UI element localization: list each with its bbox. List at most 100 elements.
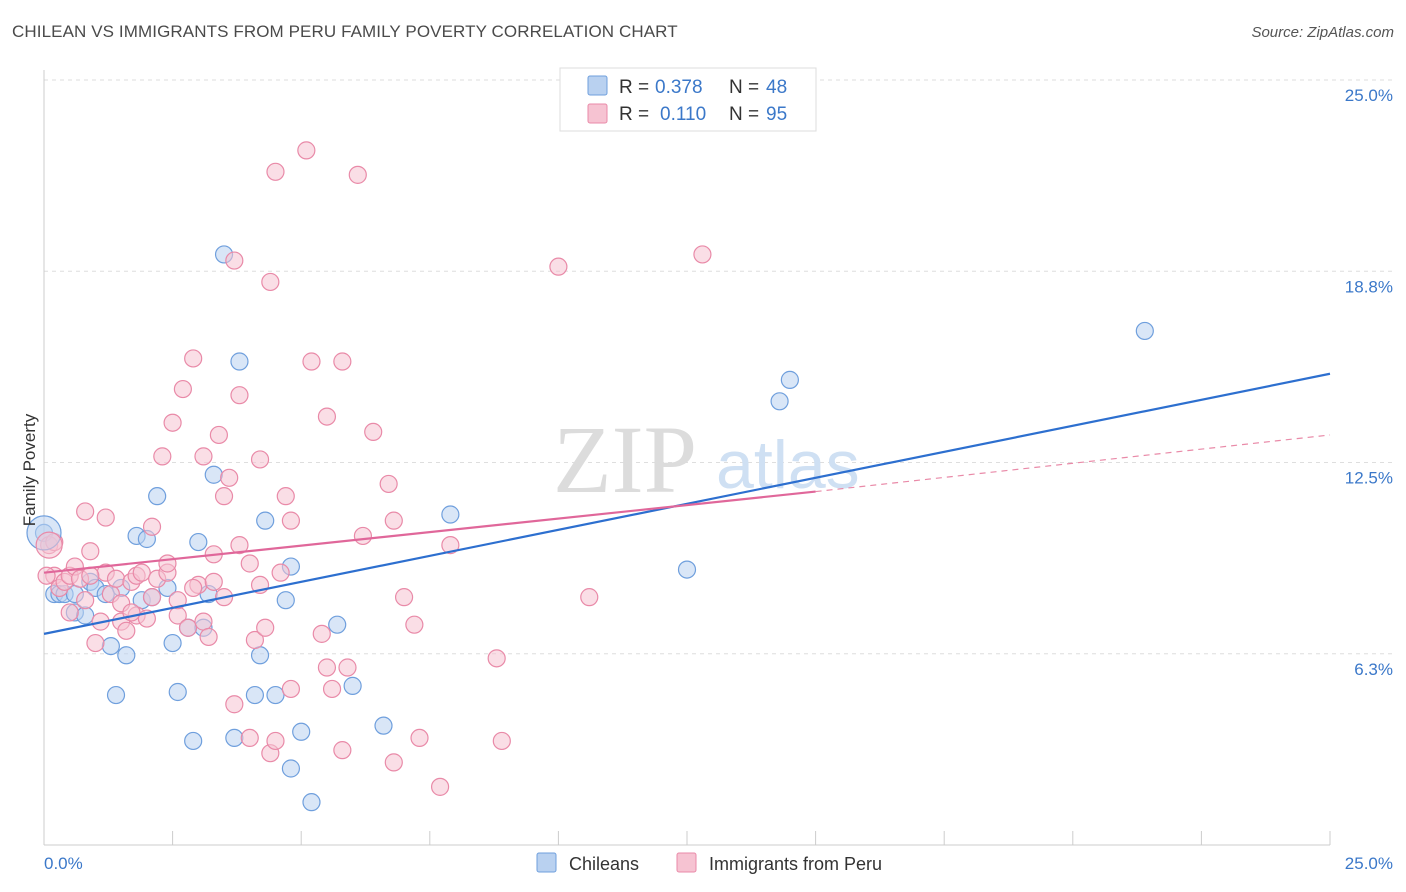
y-tick-label: 12.5% bbox=[1345, 469, 1393, 488]
peru-point bbox=[220, 468, 239, 487]
peru-point bbox=[549, 257, 568, 276]
chileans-point bbox=[117, 646, 136, 665]
peru-point bbox=[173, 379, 192, 399]
y-tick-label: 6.3% bbox=[1354, 660, 1393, 679]
legend-r-value-1: 0.378 bbox=[655, 77, 703, 98]
chart-title: CHILEAN VS IMMIGRANTS FROM PERU FAMILY P… bbox=[12, 22, 678, 41]
peru-point bbox=[81, 566, 100, 585]
peru-point bbox=[333, 741, 352, 760]
legend-swatch-peru bbox=[587, 103, 608, 124]
chileans-point bbox=[677, 560, 697, 579]
peru-point bbox=[266, 731, 285, 751]
peru-point bbox=[312, 624, 331, 643]
peru-point bbox=[240, 728, 259, 748]
chileans-point bbox=[302, 793, 321, 812]
peru-point bbox=[317, 407, 337, 426]
peru-point bbox=[225, 695, 244, 714]
peru-point bbox=[240, 554, 259, 573]
peru-point bbox=[230, 386, 249, 405]
peru-point bbox=[225, 251, 244, 270]
series-legend-swatch-peru bbox=[676, 852, 697, 873]
chileans-point bbox=[148, 487, 167, 506]
legend-n-label-1: N = bbox=[729, 77, 759, 98]
peru-point bbox=[322, 679, 342, 699]
legend-r-value-2: 0.110 bbox=[660, 104, 706, 125]
y-tick-label: 25.0% bbox=[1345, 86, 1393, 105]
watermark: ZIP atlas bbox=[553, 406, 860, 513]
series-legend-label-chileans: Chileans bbox=[569, 854, 639, 874]
peru-point bbox=[117, 621, 136, 640]
peru-point bbox=[353, 526, 373, 546]
peru-point bbox=[410, 728, 429, 748]
chileans-point bbox=[106, 685, 126, 705]
x-tick-label-max: 25.0% bbox=[1345, 854, 1393, 873]
chileans-point bbox=[225, 728, 244, 748]
peru-point bbox=[199, 627, 218, 647]
series-legend-swatch-chileans bbox=[536, 852, 557, 873]
peru-point bbox=[204, 572, 223, 591]
peru-point bbox=[271, 563, 290, 582]
legend-n-value-1: 48 bbox=[766, 77, 787, 98]
peru-point bbox=[184, 349, 203, 368]
peru-point bbox=[194, 612, 213, 631]
axes bbox=[43, 70, 1331, 846]
peru-point bbox=[338, 658, 357, 677]
trend-lines bbox=[43, 372, 1331, 635]
peru-point bbox=[168, 591, 187, 610]
peru-point bbox=[266, 162, 285, 181]
peru-point bbox=[96, 508, 115, 527]
legend-swatch-chileans bbox=[587, 75, 608, 96]
chileans-point bbox=[374, 716, 393, 735]
peru-point bbox=[76, 591, 95, 610]
legend-n-value-2: 95 bbox=[766, 104, 787, 125]
legend-r-label-1: R = bbox=[619, 77, 649, 98]
peru-point bbox=[245, 630, 265, 650]
peru-point-large bbox=[35, 531, 63, 559]
peru-point bbox=[281, 511, 301, 530]
series-legend: Chileans Immigrants from Peru bbox=[536, 852, 882, 874]
chileans-point bbox=[250, 646, 270, 665]
chileans-point bbox=[76, 606, 95, 625]
chileans-point bbox=[276, 591, 295, 610]
chileans-point bbox=[189, 532, 208, 552]
chileans-point bbox=[256, 511, 275, 530]
chileans-point bbox=[163, 633, 182, 653]
peru-point bbox=[394, 588, 414, 607]
peru-point bbox=[281, 679, 301, 699]
peru-point bbox=[379, 474, 398, 494]
peru-point bbox=[194, 447, 213, 466]
chileans-point bbox=[328, 615, 347, 634]
chileans-point bbox=[292, 722, 311, 741]
peru-point bbox=[261, 272, 280, 292]
peru-point bbox=[693, 245, 712, 264]
peru-point bbox=[163, 413, 182, 432]
y-tick-labels: 6.3% 12.5% 18.8% 25.0% bbox=[1345, 86, 1393, 679]
chileans-trend-line bbox=[43, 372, 1331, 635]
chileans-point bbox=[266, 685, 285, 705]
data-points bbox=[26, 141, 1154, 812]
chileans-point bbox=[230, 352, 249, 371]
peru-point bbox=[348, 165, 367, 184]
peru-trend-line-extension bbox=[815, 434, 1331, 493]
watermark-zip: ZIP bbox=[553, 406, 697, 513]
peru-point bbox=[492, 731, 511, 751]
peru-point bbox=[178, 618, 198, 637]
peru-point bbox=[214, 487, 234, 506]
chileans-point bbox=[281, 759, 301, 778]
peru-point bbox=[142, 588, 162, 607]
peru-point bbox=[106, 569, 126, 588]
peru-point bbox=[230, 536, 249, 555]
peru-point bbox=[76, 502, 95, 521]
chileans-point bbox=[204, 465, 223, 484]
chileans-point bbox=[184, 731, 203, 751]
series-legend-label-peru: Immigrants from Peru bbox=[709, 854, 882, 874]
peru-point bbox=[256, 618, 275, 637]
peru-point bbox=[441, 536, 460, 555]
y-axis-title: Family Poverty bbox=[20, 413, 39, 526]
peru-point bbox=[184, 578, 203, 598]
chileans-point bbox=[343, 676, 362, 695]
peru-point bbox=[86, 633, 105, 653]
peru-point bbox=[276, 487, 295, 506]
peru-point bbox=[153, 447, 172, 466]
